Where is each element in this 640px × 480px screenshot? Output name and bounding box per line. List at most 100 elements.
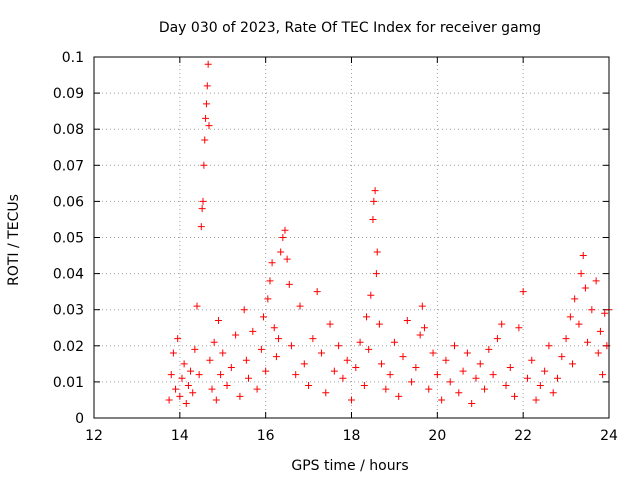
data-point bbox=[343, 356, 351, 364]
data-point bbox=[536, 382, 544, 390]
data-point bbox=[566, 313, 574, 321]
data-point bbox=[541, 367, 549, 375]
data-point bbox=[575, 320, 583, 328]
data-point bbox=[232, 331, 240, 339]
data-point bbox=[176, 392, 184, 400]
data-point bbox=[268, 259, 276, 267]
data-point bbox=[577, 270, 585, 278]
data-point bbox=[425, 385, 433, 393]
y-tick-label: 0.07 bbox=[53, 158, 84, 174]
data-point bbox=[528, 356, 536, 364]
x-tick-label: 14 bbox=[171, 428, 189, 444]
data-point bbox=[326, 320, 334, 328]
grid bbox=[93, 56, 610, 419]
data-point bbox=[579, 252, 587, 260]
y-tick-label: 0 bbox=[75, 411, 84, 427]
data-point bbox=[371, 187, 379, 195]
data-point bbox=[468, 400, 476, 408]
data-point bbox=[408, 378, 416, 386]
data-point bbox=[390, 338, 398, 346]
data-point bbox=[429, 349, 437, 357]
data-point bbox=[309, 335, 317, 343]
x-tick-label: 24 bbox=[600, 428, 618, 444]
data-point bbox=[472, 374, 480, 382]
data-point bbox=[202, 100, 210, 108]
data-point bbox=[279, 234, 287, 241]
data-point bbox=[335, 342, 343, 350]
data-point bbox=[463, 349, 471, 357]
data-point bbox=[545, 342, 553, 350]
data-point bbox=[217, 371, 225, 379]
data-point bbox=[532, 396, 540, 404]
data-point bbox=[195, 371, 203, 379]
data-point bbox=[373, 248, 381, 256]
data-point bbox=[599, 371, 607, 379]
chart-title: Day 030 of 2023, Rate Of TEC Index for r… bbox=[159, 20, 541, 36]
data-point bbox=[212, 396, 220, 404]
y-tick-label: 0.02 bbox=[53, 339, 84, 355]
y-tick-label: 0.01 bbox=[53, 375, 84, 391]
data-point bbox=[193, 302, 201, 310]
data-point bbox=[205, 122, 213, 130]
data-point bbox=[523, 374, 531, 382]
data-point bbox=[200, 161, 208, 169]
data-point bbox=[451, 342, 458, 350]
data-point bbox=[330, 367, 338, 375]
data-point bbox=[296, 302, 304, 310]
data-point bbox=[206, 356, 214, 364]
data-point bbox=[418, 302, 426, 310]
data-point bbox=[433, 371, 441, 379]
data-point bbox=[260, 313, 268, 321]
data-point bbox=[204, 60, 212, 68]
data-point bbox=[369, 215, 377, 223]
data-point bbox=[395, 392, 403, 400]
data-point bbox=[348, 396, 355, 404]
data-point bbox=[571, 295, 579, 303]
x-tick-label: 16 bbox=[257, 428, 275, 444]
data-point bbox=[352, 363, 360, 371]
data-point bbox=[275, 335, 283, 343]
data-point bbox=[165, 396, 173, 404]
data-point bbox=[187, 367, 195, 375]
data-point bbox=[412, 363, 420, 371]
data-point bbox=[169, 349, 177, 357]
data-point bbox=[264, 295, 272, 303]
data-point bbox=[339, 374, 347, 382]
data-points bbox=[165, 60, 613, 408]
x-tick-label: 20 bbox=[428, 428, 446, 444]
data-point bbox=[277, 248, 285, 256]
data-point bbox=[240, 306, 248, 314]
data-point bbox=[198, 205, 206, 213]
data-point bbox=[372, 270, 380, 278]
y-tick-label: 0.1 bbox=[62, 50, 84, 66]
data-point bbox=[365, 345, 373, 353]
data-point bbox=[416, 331, 424, 339]
data-point bbox=[378, 360, 386, 368]
data-point bbox=[382, 385, 390, 393]
data-point bbox=[300, 360, 308, 368]
data-point bbox=[245, 374, 252, 382]
data-point bbox=[489, 371, 497, 379]
data-point bbox=[569, 360, 577, 368]
y-tick-label: 0.08 bbox=[53, 122, 84, 138]
data-point bbox=[292, 371, 300, 379]
data-point bbox=[558, 353, 566, 361]
data-point bbox=[399, 353, 407, 361]
data-point bbox=[242, 356, 250, 364]
y-tick-label: 0.06 bbox=[53, 194, 84, 210]
data-point bbox=[202, 114, 210, 122]
data-point bbox=[197, 223, 205, 231]
data-point bbox=[584, 338, 592, 346]
data-point bbox=[386, 371, 394, 379]
data-point bbox=[363, 313, 371, 321]
data-point bbox=[596, 327, 604, 335]
data-point bbox=[592, 277, 600, 285]
data-point bbox=[227, 363, 235, 371]
data-point bbox=[174, 335, 182, 343]
data-point bbox=[588, 306, 596, 314]
data-point bbox=[515, 324, 523, 332]
data-point bbox=[262, 367, 270, 375]
data-point bbox=[266, 277, 274, 285]
y-axis-label: ROTI / TECUs bbox=[6, 194, 22, 286]
data-point bbox=[511, 392, 519, 400]
